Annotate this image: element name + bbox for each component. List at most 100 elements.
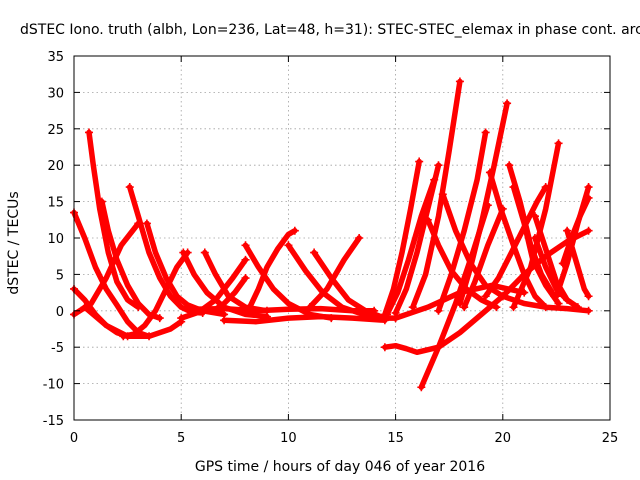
x-tick-label: 20 [495,431,512,446]
series-start-marker [498,292,507,301]
series-start-marker [530,212,539,221]
series-start-marker [380,343,389,352]
series-start-marker [220,316,229,325]
data-series-18 [307,235,362,310]
y-tick-label: -5 [51,341,64,356]
data-series-34 [482,184,549,299]
series-start-marker [563,226,572,235]
series-start-marker [481,292,490,301]
series-end-marker [584,193,593,202]
data-series-8 [81,304,184,340]
series-end-marker [503,99,512,108]
y-tick-label: 30 [47,86,64,101]
data-series-20 [189,305,377,314]
series-start-marker [177,314,186,323]
series-end-marker [554,139,563,148]
data-series-12 [178,257,249,321]
series-start-marker [85,128,94,137]
y-tick-label: -15 [43,414,64,429]
y-tick-label: 15 [47,196,64,211]
series-end-marker [434,161,443,170]
x-tick-label: 5 [177,431,185,446]
series-start-marker [558,259,567,268]
data-series-22 [382,158,422,318]
series-end-marker [584,292,593,301]
data-series-38 [510,140,562,310]
y-tick-labels: -15 -10 -5 0 5 10 15 20 25 30 35 [43,50,64,429]
data-series-41 [564,227,592,299]
y-axis-label: dSTEC / TECUs [6,191,22,294]
data-series-2 [86,129,142,310]
series-end-marker [290,226,299,235]
x-tick-label: 15 [387,431,404,446]
x-tick-label: 25 [602,431,619,446]
data-series-14 [247,227,298,310]
series-start-marker [460,303,469,312]
x-axis-label: GPS time / hours of day 046 of year 2016 [195,459,485,475]
series-end-marker [241,255,250,264]
series-end-marker [370,306,379,315]
y-tick-label: 5 [56,268,64,283]
series-start-marker [485,168,494,177]
series-start-marker [179,248,188,257]
series-start-marker [423,215,432,224]
series-start-marker [80,303,89,312]
series-start-marker [310,248,319,257]
data-series-40 [560,195,592,267]
y-tick-label: -10 [43,378,64,393]
series-start-marker [284,241,293,250]
series-start-marker [417,383,426,392]
series-start-marker [438,190,447,199]
series-start-marker [455,299,464,308]
series-end-marker [355,234,364,242]
data-series-16 [285,242,388,321]
y-tick-label: 20 [47,159,64,174]
x-tick-label: 10 [280,431,297,446]
series-start-marker [434,306,443,315]
data-series-24 [392,162,442,316]
series-start-marker [119,332,128,341]
series-start-marker [505,161,514,170]
series-start-marker [383,310,392,319]
y-tick-label: 25 [47,123,64,138]
data-series-30 [425,217,500,310]
series-start-marker [142,219,151,228]
series-start-marker [552,292,561,301]
data-series-27 [435,129,489,314]
y-tick-label: 0 [56,305,64,320]
series-start-marker [391,314,400,323]
series-end-marker [584,183,593,192]
data-series-9 [120,249,191,340]
data-traces [70,77,593,392]
series-end-marker [481,128,490,137]
data-series-42 [500,293,592,314]
y-tick-label: 10 [47,232,64,247]
data-series-3 [99,198,163,321]
series-start-marker [509,183,518,192]
series-end-marker [584,306,593,315]
series-end-marker [415,157,424,166]
series-start-marker [187,305,196,314]
series-start-marker [97,197,106,206]
data-series-32 [487,169,549,310]
series-end-marker [455,77,464,86]
series-end-marker [134,219,143,228]
series-start-marker [125,183,134,192]
series-end-marker [520,288,529,297]
data-series-43 [392,282,527,321]
series-end-marker [492,303,501,312]
series-end-marker [155,314,164,323]
series-end-marker [584,226,593,235]
y-tick-label: 35 [47,50,64,65]
data-series-23 [384,177,437,318]
x-tick-label: 0 [70,431,78,446]
series-start-marker [200,248,209,257]
data-series-25 [410,78,463,310]
x-tick-labels: 0 5 10 15 20 25 [70,431,618,446]
series-start-marker [241,241,250,250]
data-series-19 [221,313,388,325]
axis-ticks [73,55,611,421]
data-series-28 [457,100,510,307]
series-start-marker [509,303,518,312]
